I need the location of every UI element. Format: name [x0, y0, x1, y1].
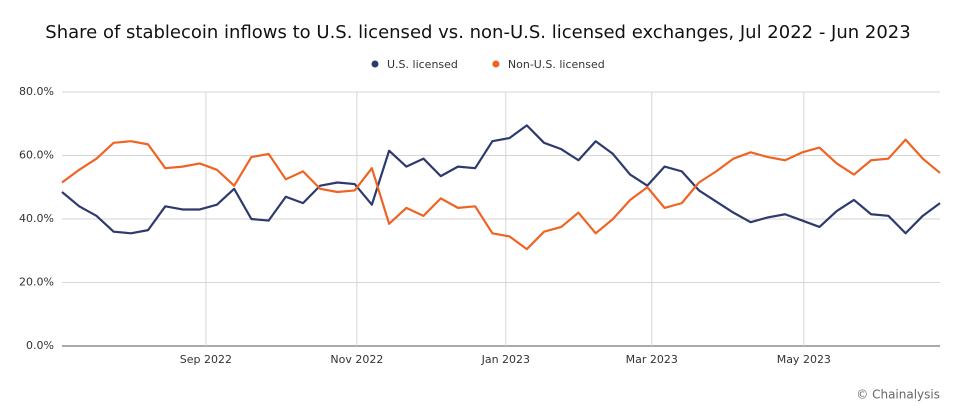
series-line [61, 124, 941, 235]
source: © Chainalysis [856, 388, 940, 402]
legend-label: Non-U.S. licensed [508, 58, 605, 71]
legend-marker [492, 60, 500, 68]
y-tick-label: 20.0% [19, 276, 54, 289]
chart-title: Share of stablecoin inflows to U.S. lice… [45, 22, 910, 43]
x-tick-label: Mar 2023 [626, 353, 678, 366]
legend-label: U.S. licensed [387, 58, 458, 71]
x-tick-label: Jan 2023 [481, 353, 530, 366]
series-line [61, 138, 941, 251]
y-tick-label: 60.0% [19, 149, 54, 162]
legend-marker [371, 60, 379, 68]
y-tick-label: 80.0% [19, 85, 54, 98]
y-tick-label: 40.0% [19, 212, 54, 225]
x-tick-label: May 2023 [777, 353, 831, 366]
x-tick-label: Nov 2022 [330, 353, 383, 366]
x-tick-label: Sep 2022 [180, 353, 232, 366]
y-tick-label: 0.0% [26, 339, 54, 352]
